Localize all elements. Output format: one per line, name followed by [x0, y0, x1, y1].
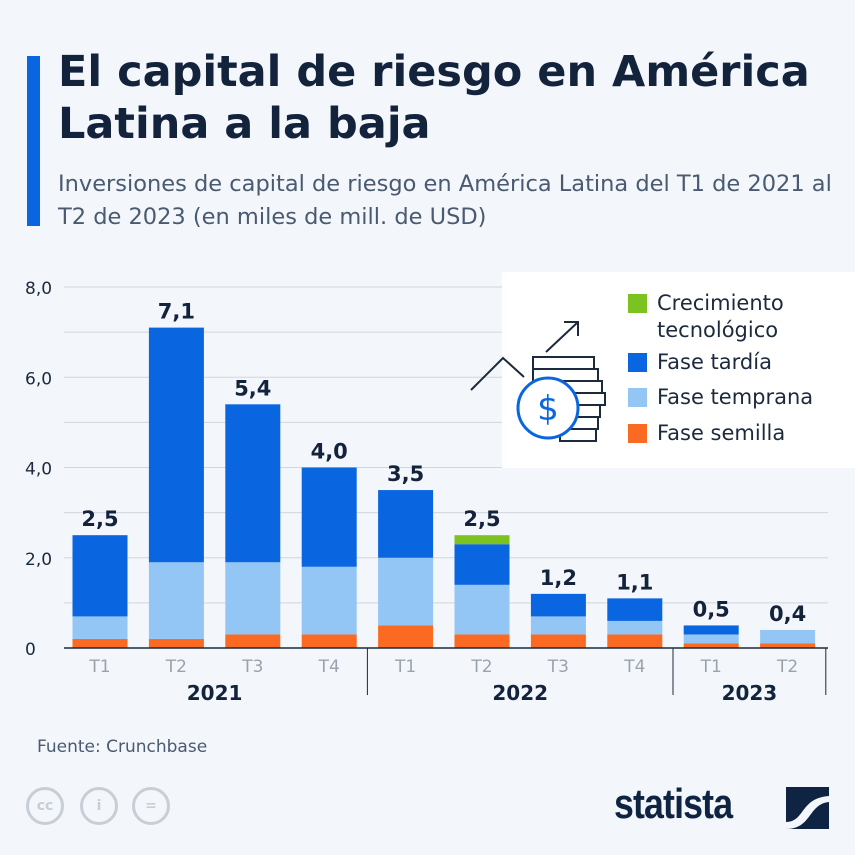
x-tick-label: T4 — [623, 657, 645, 677]
bar-segment-fase-semilla — [760, 643, 816, 648]
bar-segment-fase-semilla — [301, 634, 357, 648]
bar-segment-fase-temprana — [378, 557, 434, 626]
bar-segment-crecimiento-tecnológico — [454, 535, 510, 545]
bar-segment-fase-tardía — [530, 593, 586, 617]
legend-label: Fase semilla — [657, 421, 786, 445]
page-title: El capital de riesgo en América Latina a… — [58, 47, 810, 149]
bar-segment-fase-temprana — [148, 562, 204, 639]
bar-total-label: 0,5 — [693, 597, 730, 621]
bar-total-label: 2,5 — [81, 507, 118, 531]
legend-item: Fase semilla — [628, 420, 785, 447]
bar-segment-fase-tardía — [148, 327, 204, 563]
bar-segment-fase-temprana — [683, 634, 739, 644]
bar-total-label: 1,1 — [616, 570, 653, 594]
y-tick-label: 4,0 — [25, 460, 52, 480]
y-tick-label: 2,0 — [25, 550, 52, 570]
x-tick-label: T1 — [700, 657, 722, 677]
bar-segment-fase-temprana — [72, 616, 128, 639]
x-group-label: 2021 — [187, 681, 243, 705]
x-group-label: 2023 — [722, 681, 778, 705]
x-tick-label: T1 — [394, 657, 416, 677]
bar-segment-fase-tardía — [607, 598, 663, 621]
attribution-icon[interactable]: i — [80, 787, 118, 825]
bar-segment-fase-semilla — [530, 634, 586, 648]
bar-segment-fase-tardía — [683, 625, 739, 635]
x-group-label: 2022 — [492, 681, 548, 705]
bar-segment-fase-semilla — [607, 634, 663, 648]
bar-segment-fase-temprana — [760, 629, 816, 644]
bar-segment-fase-temprana — [225, 562, 281, 635]
bar-total-label: 3,5 — [387, 462, 424, 486]
bar-segment-fase-semilla — [72, 638, 128, 648]
legend-label: Crecimiento tecnológico — [657, 291, 784, 342]
source-note: Fuente: Crunchbase — [37, 737, 208, 757]
subtitle: Inversiones de capital de riesgo en Amér… — [58, 171, 832, 230]
no-derivatives-icon[interactable]: = — [132, 787, 170, 825]
bar-segment-fase-tardía — [225, 404, 281, 563]
bar-segment-fase-semilla — [148, 638, 204, 648]
bar-total-label: 7,1 — [158, 300, 195, 324]
y-tick-label: 6,0 — [25, 369, 52, 389]
cc-license-icon[interactable]: cc — [26, 787, 64, 825]
legend-swatch — [628, 424, 647, 443]
legend-label: Fase temprana — [657, 385, 814, 409]
legend-item: Crecimiento tecnológico — [628, 290, 784, 344]
bar-segment-fase-temprana — [454, 584, 510, 635]
bar-total-label: 5,4 — [234, 376, 271, 400]
x-tick-label: T3 — [241, 657, 263, 677]
bar-segment-fase-semilla — [225, 634, 281, 648]
x-tick-label: T3 — [547, 657, 569, 677]
legend-swatch — [628, 294, 647, 313]
x-tick-label: T2 — [776, 657, 798, 677]
bar-segment-fase-semilla — [378, 625, 434, 648]
bar-segment-fase-temprana — [301, 566, 357, 635]
title-accent-bar — [27, 56, 40, 226]
bar-segment-fase-semilla — [683, 643, 739, 648]
bar-segment-fase-tardía — [301, 467, 357, 567]
bar-total-label: 4,0 — [311, 440, 348, 464]
legend-label: Fase tardía — [657, 350, 772, 374]
bar-segment-fase-semilla — [454, 634, 510, 648]
bar-segment-fase-temprana — [607, 620, 663, 635]
bar-segment-fase-temprana — [530, 616, 586, 635]
bar-segment-fase-tardía — [72, 535, 128, 617]
y-tick-label: 8,0 — [25, 279, 52, 299]
bar-total-label: 0,4 — [769, 602, 806, 626]
bar-segment-fase-tardía — [454, 544, 510, 585]
bar-segment-fase-tardía — [378, 490, 434, 558]
legend-item: Fase tardía — [628, 349, 772, 376]
legend-swatch — [628, 353, 647, 372]
x-tick-label: T2 — [165, 657, 187, 677]
x-tick-label: T2 — [470, 657, 492, 677]
legend-swatch — [628, 388, 647, 407]
statista-logo[interactable]: statista — [614, 780, 733, 827]
bar-total-label: 2,5 — [463, 507, 500, 531]
x-tick-label: T1 — [88, 657, 110, 677]
y-tick-label: 0 — [25, 640, 36, 660]
bar-total-label: 1,2 — [540, 566, 577, 590]
legend-item: Fase temprana — [628, 384, 813, 411]
x-tick-label: T4 — [318, 657, 340, 677]
